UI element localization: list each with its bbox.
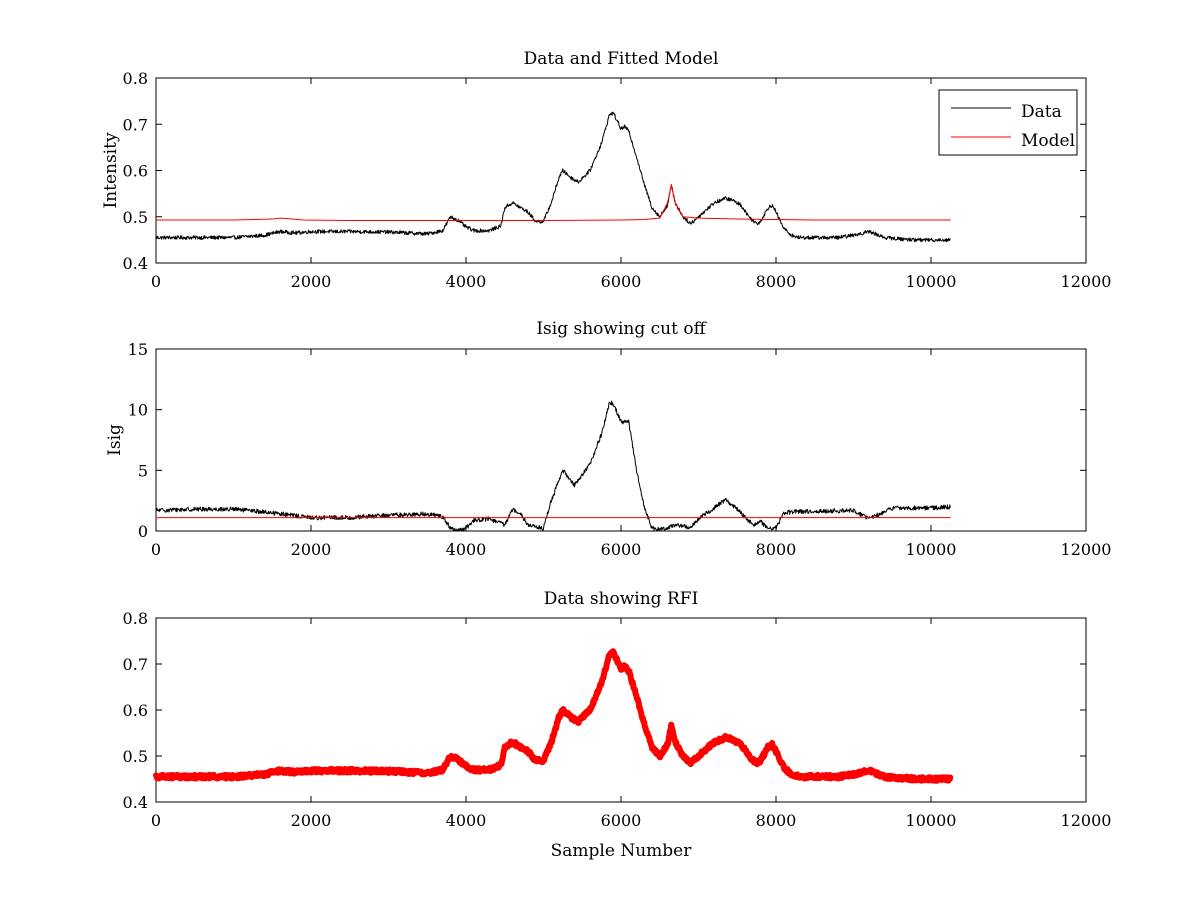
x-tick-label: 12000 bbox=[1061, 811, 1112, 830]
y-tick-label: 0.5 bbox=[123, 747, 148, 766]
y-tick-label: 0.7 bbox=[123, 115, 148, 134]
chart-title: Data showing RFI bbox=[544, 589, 699, 609]
x-tick-label: 4000 bbox=[446, 540, 487, 559]
y-tick-label: 0.8 bbox=[123, 69, 148, 88]
y-tick-label: 0 bbox=[138, 522, 148, 541]
series-layer bbox=[155, 111, 951, 243]
y-tick-label: 0.8 bbox=[123, 609, 148, 628]
x-tick-label: 6000 bbox=[601, 811, 642, 830]
x-tick-label: 12000 bbox=[1061, 540, 1112, 559]
x-tick-label: 12000 bbox=[1061, 272, 1112, 291]
series-model-line bbox=[155, 184, 951, 221]
tick-layer: 0 2000 4000 6000 8000 10000 12000 0.4 0.5 0.6 0.7 0… bbox=[123, 609, 1112, 830]
x-tick-label: 8000 bbox=[756, 811, 797, 830]
legend-label-data: Data bbox=[1021, 102, 1062, 122]
x-tick-label: 4000 bbox=[446, 272, 487, 291]
legend-box bbox=[938, 89, 1078, 156]
y-tick-label: 0.7 bbox=[123, 655, 148, 674]
y-tick-label: 0.4 bbox=[123, 254, 148, 273]
series-layer bbox=[153, 648, 954, 784]
x-tick-label: 0 bbox=[151, 811, 161, 830]
x-tick-label: 8000 bbox=[756, 540, 797, 559]
series-isig-line bbox=[155, 400, 951, 532]
series-data-line bbox=[155, 111, 951, 243]
legend-label-model: Model bbox=[1021, 131, 1075, 151]
chart-title: Data and Fitted Model bbox=[524, 49, 719, 69]
x-tick-label: 10000 bbox=[906, 272, 957, 291]
x-tick-label: 10000 bbox=[906, 540, 957, 559]
y-axis-label: Intensity bbox=[101, 132, 121, 208]
y-tick-label: 5 bbox=[138, 461, 148, 480]
x-tick-label: 2000 bbox=[291, 540, 332, 559]
y-tick-label: 0.6 bbox=[123, 701, 148, 720]
series-data-rfi-flagged-line bbox=[153, 648, 954, 784]
x-tick-label: 2000 bbox=[291, 811, 332, 830]
series-layer bbox=[155, 400, 951, 532]
x-tick-label: 10000 bbox=[906, 811, 957, 830]
y-tick-label: 0.4 bbox=[123, 793, 148, 812]
tick-layer: 0 2000 4000 6000 8000 10000 12000 0 5 10 15 bbox=[128, 340, 1112, 559]
x-tick-label: 6000 bbox=[601, 272, 642, 291]
x-tick-label: 2000 bbox=[291, 272, 332, 291]
y-tick-label: 0.6 bbox=[123, 162, 148, 181]
y-tick-label: 15 bbox=[128, 340, 148, 359]
x-tick-label: 0 bbox=[151, 272, 161, 291]
legend: Data Model bbox=[938, 89, 1078, 156]
subplot-data-rfi: Data showing RFI Sample Number 0 2000 4000… bbox=[123, 589, 1112, 861]
subplot-data-and-model: Data and Fitted Model Intensity 0 2000 400… bbox=[101, 49, 1111, 291]
x-tick-label: 0 bbox=[151, 540, 161, 559]
y-tick-label: 0.5 bbox=[123, 208, 148, 227]
x-tick-label: 6000 bbox=[601, 540, 642, 559]
y-axis-label: Isig bbox=[105, 424, 125, 456]
subplot-isig-cutoff: Isig showing cut off Isig 0 2000 4000 6000 8… bbox=[105, 319, 1111, 559]
x-axis-label: Sample Number bbox=[551, 841, 693, 861]
x-tick-label: 8000 bbox=[756, 272, 797, 291]
chart-title: Isig showing cut off bbox=[536, 319, 707, 339]
tick-layer: 0 2000 4000 6000 8000 10000 12000 0.4 0.5 0.6 0.7 0… bbox=[123, 69, 1112, 291]
y-tick-label: 10 bbox=[128, 401, 148, 420]
x-tick-label: 4000 bbox=[446, 811, 487, 830]
